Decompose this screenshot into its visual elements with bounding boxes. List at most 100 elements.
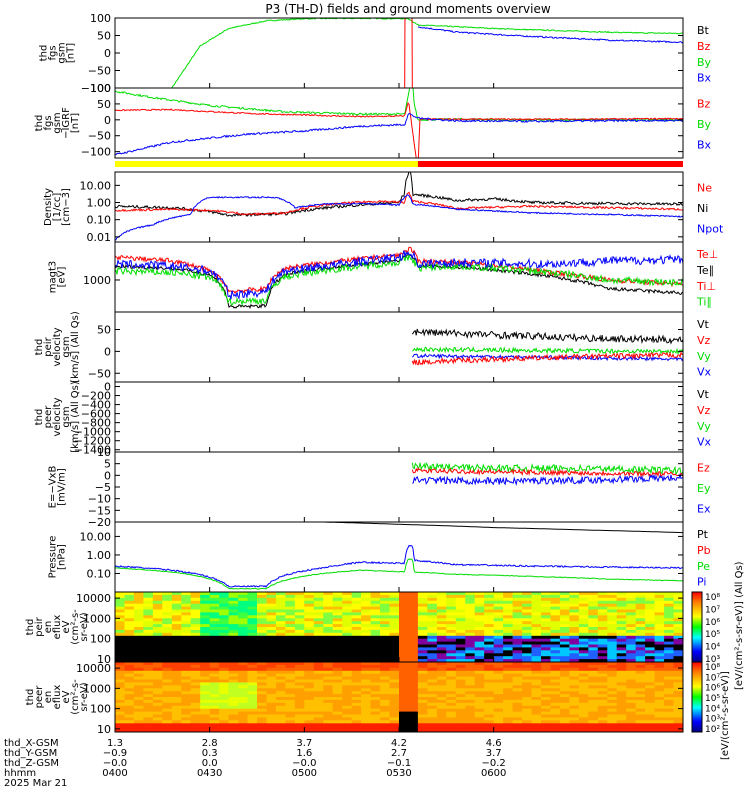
- spectrogram-cell: [304, 644, 315, 648]
- spectrogram-cell: [578, 647, 589, 651]
- spectrogram-cell: [342, 691, 353, 695]
- spectrogram-cell: [455, 711, 466, 716]
- spectrogram-cell: [645, 676, 656, 681]
- spectrogram-cell: [559, 676, 570, 681]
- spectrogram-cell: [446, 711, 457, 716]
- spectrogram-cell: [115, 682, 126, 686]
- spectrogram-cell: [578, 615, 589, 619]
- spectrogram-cell: [133, 676, 144, 681]
- spectrogram-cell: [247, 673, 258, 678]
- spectrogram-cell: [465, 612, 476, 616]
- spectrogram-cell: [550, 650, 561, 654]
- spectrogram-cell: [171, 662, 182, 666]
- spectrogram-cell: [399, 656, 410, 660]
- spectrogram-cell: [654, 606, 665, 611]
- spectrogram-cell: [626, 653, 637, 657]
- spectrogram-cell: [578, 600, 589, 605]
- spectrogram-cell: [190, 594, 201, 599]
- spectrogram-cell: [143, 597, 154, 602]
- spectrogram-cell: [664, 717, 675, 721]
- spectrogram-cell: [531, 729, 542, 732]
- spectrogram-cell: [342, 659, 353, 662]
- spectrogram-cell: [162, 597, 173, 602]
- x-axis-row-label: thd_X-GSM: [4, 738, 59, 749]
- spectrogram-cell: [626, 720, 637, 724]
- spectrogram-cell: [588, 624, 599, 628]
- spectrogram-cell: [512, 717, 523, 721]
- spectrogram-cell: [332, 720, 343, 724]
- spectrogram-cell: [503, 621, 514, 625]
- spectrogram-cell: [541, 603, 552, 608]
- spectrogram-cell: [294, 673, 305, 678]
- spectrogram-cell: [541, 627, 552, 631]
- y-axis-label: gsm: [52, 112, 63, 133]
- spectrogram-cell: [294, 606, 305, 611]
- spectrogram-cell: [313, 708, 324, 713]
- y-tick-label: 1000: [83, 612, 111, 625]
- spectrogram-cell: [323, 670, 334, 675]
- spectrogram-cell: [607, 659, 618, 662]
- spectrogram-cell: [332, 664, 343, 669]
- spectrogram-cell: [616, 659, 627, 662]
- spectrogram-cell: [181, 729, 192, 732]
- spectrogram-cell: [190, 612, 201, 616]
- spectrogram-cell: [361, 685, 372, 689]
- spectrogram-cell: [152, 621, 163, 625]
- spectrogram-cell: [512, 667, 523, 672]
- spectrogram-cell: [399, 592, 410, 596]
- spectrogram-cell: [323, 644, 334, 648]
- spectrogram-cell: [512, 673, 523, 678]
- spectrogram-cell: [143, 688, 154, 692]
- spectrogram-cell: [209, 708, 220, 713]
- spectrogram-cell: [257, 592, 268, 596]
- spectrogram-cell: [436, 632, 447, 637]
- spectrogram-cell: [247, 627, 258, 631]
- spectrogram-cell: [654, 644, 665, 648]
- spectrogram-cell: [219, 708, 230, 713]
- spectrogram-cell: [115, 694, 126, 698]
- spectrogram-cell: [559, 635, 570, 640]
- spectrogram-cell: [361, 699, 372, 704]
- spectrogram-cell: [370, 647, 381, 651]
- spectrogram-cell: [313, 594, 324, 599]
- spectrogram-cell: [512, 705, 523, 710]
- spectrogram-cell: [124, 682, 135, 686]
- spectrogram-cell: [484, 606, 495, 611]
- y-tick-label: 50: [97, 324, 111, 337]
- spectrogram-cell: [342, 708, 353, 713]
- spectrogram-cell: [673, 638, 683, 643]
- spectrogram-cell: [645, 650, 656, 654]
- spectrogram-cell: [455, 627, 466, 631]
- spectrogram-cell: [626, 717, 637, 721]
- spectrogram-cell: [673, 624, 683, 628]
- spectrogram-cell: [664, 632, 675, 637]
- spectrogram-cell: [541, 629, 552, 634]
- spectrogram-cell: [219, 717, 230, 721]
- spectrogram-cell: [474, 702, 485, 707]
- spectrogram-cell: [266, 603, 277, 608]
- spectrogram-cell: [115, 612, 126, 616]
- spectrogram-cell: [313, 720, 324, 724]
- series-efield-Ez: [411, 467, 683, 478]
- spectrogram-cell: [257, 618, 268, 622]
- series-density-Ni: [115, 172, 683, 218]
- spectrogram-cell: [446, 673, 457, 678]
- spectrogram-cell: [380, 632, 391, 637]
- spectrogram-cell: [389, 697, 400, 701]
- spectrogram-cell: [389, 729, 400, 732]
- spectrogram-cell: [294, 688, 305, 692]
- spectrogram-cell: [493, 676, 504, 681]
- spectrogram-cell: [484, 679, 495, 683]
- spectrogram-cell: [389, 682, 400, 686]
- spectrogram-cell: [559, 597, 570, 602]
- spectrogram-cell: [294, 729, 305, 732]
- spectrogram-cell: [645, 697, 656, 701]
- legend-label: Pt: [697, 528, 709, 541]
- spectrogram-cell: [162, 723, 173, 727]
- spectrogram-cell: [351, 673, 362, 678]
- spectrogram-cell: [228, 647, 239, 651]
- spectrogram-cell: [323, 699, 334, 704]
- spectrogram-cell: [304, 653, 315, 657]
- spectrogram-cell: [389, 705, 400, 710]
- spectrogram-cell: [550, 708, 561, 713]
